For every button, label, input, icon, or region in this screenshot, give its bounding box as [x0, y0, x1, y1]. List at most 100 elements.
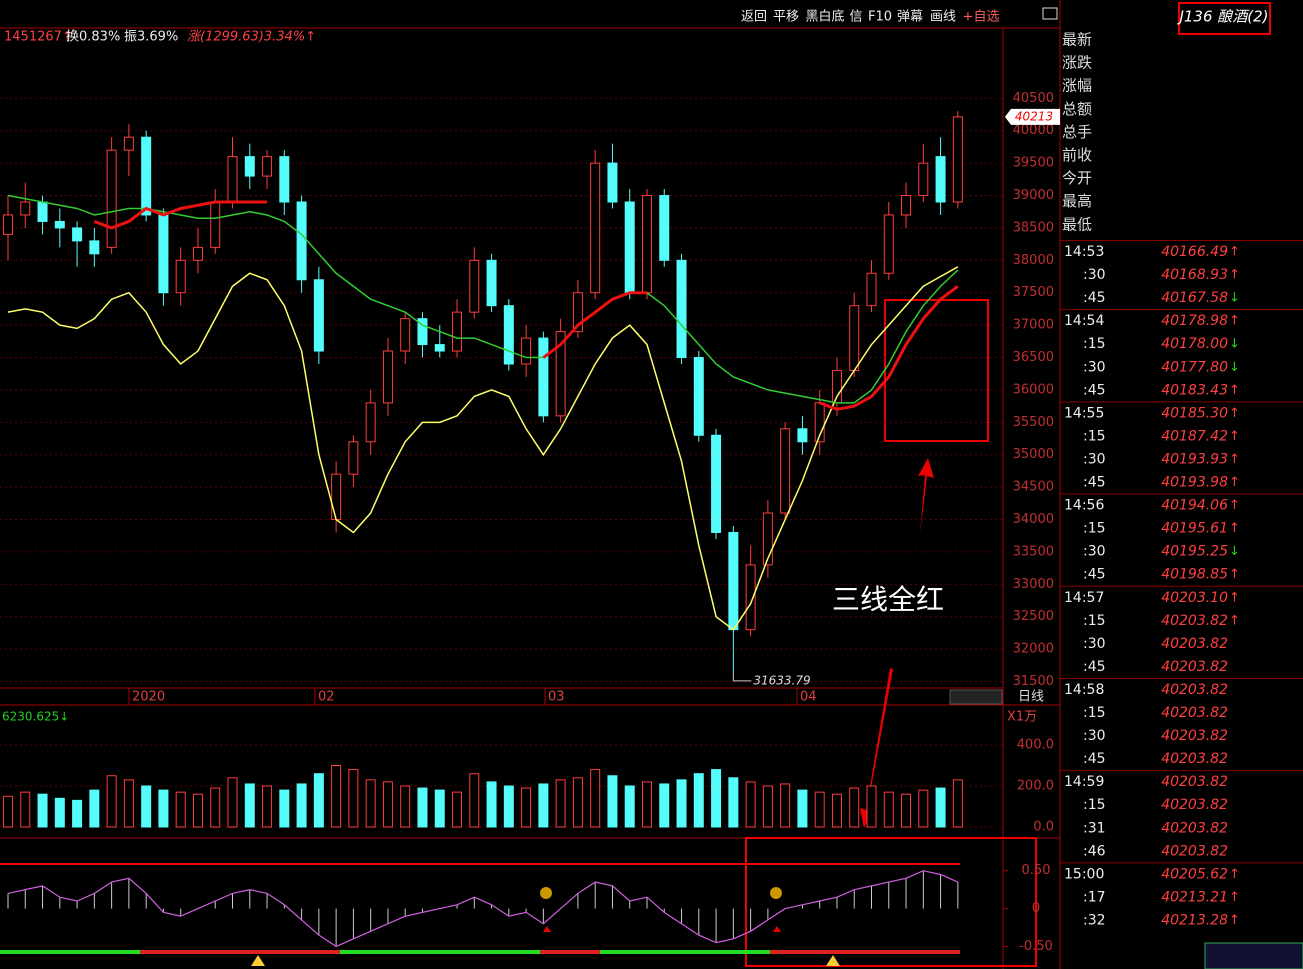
volume-bar	[883, 791, 894, 828]
candle-body	[365, 402, 376, 443]
tick-price: 40193.98	[1161, 475, 1228, 491]
volume-bar	[382, 781, 393, 828]
y-tick-label: 31500	[1013, 674, 1054, 689]
y-tick-label: 36500	[1013, 350, 1054, 365]
tick-price: 40213.28	[1161, 912, 1228, 928]
candle-body	[20, 201, 31, 216]
tick-time: :32	[1083, 912, 1106, 928]
strip-segment	[0, 950, 140, 954]
quote-label: 总手	[1062, 123, 1092, 141]
volume-bar	[952, 779, 963, 828]
ime-toolbar[interactable]	[1204, 942, 1303, 969]
tick-direction: ↑	[1229, 268, 1240, 283]
date-label: 02	[318, 690, 335, 705]
ma-line	[93, 200, 268, 230]
volume-bar	[331, 765, 342, 828]
tick-time: 14:55	[1064, 405, 1104, 421]
quote-label: 总额	[1062, 100, 1092, 118]
toolbar-button[interactable]: 弹幕	[897, 10, 923, 25]
annotation-arrow	[918, 458, 934, 535]
tick-price: 40203.82	[1161, 659, 1228, 675]
toolbar-button[interactable]: +自选	[963, 10, 1000, 25]
price-tag	[1005, 108, 1060, 125]
candle-body	[89, 240, 100, 255]
stock-title: J136 酿酒(2)	[1176, 8, 1268, 26]
candle-body	[866, 272, 877, 307]
candle-body	[72, 227, 83, 242]
toolbar-button[interactable]: 黑白底	[805, 9, 844, 25]
y-tick-label: 37000	[1013, 318, 1054, 333]
candle-body	[158, 214, 169, 294]
price-tag-label: 40213	[1015, 109, 1053, 123]
candle-body	[141, 136, 152, 216]
volume-bar	[521, 787, 532, 828]
candle-body	[417, 318, 428, 346]
candle-body	[244, 156, 255, 177]
volume-bar	[262, 785, 273, 828]
tick-direction: ↑	[1229, 406, 1240, 421]
candle-body	[918, 162, 929, 197]
window-icon[interactable]	[1042, 7, 1058, 20]
volume-bar	[538, 783, 549, 828]
scroll-thumb[interactable]	[949, 689, 1003, 705]
toolbar-button[interactable]: F10	[868, 10, 892, 25]
y-tick-label: 34000	[1013, 512, 1054, 527]
volume-bar	[244, 783, 255, 828]
volume-bar	[935, 787, 946, 828]
tick-direction: ↑	[1229, 590, 1240, 605]
candle-body	[210, 201, 221, 248]
volume-bar	[20, 791, 31, 828]
tick-direction: ↑	[1229, 890, 1240, 905]
period-label[interactable]: 日线	[1018, 690, 1044, 705]
date-label: 04	[800, 690, 817, 705]
tick-time: :45	[1083, 567, 1106, 583]
ma-line	[7, 194, 959, 404]
toolbar-button[interactable]: 画线	[930, 10, 956, 25]
toolbar-button[interactable]: 平移	[773, 10, 799, 25]
y-tick-label: 40000	[1013, 123, 1054, 138]
tick-time: 14:57	[1064, 590, 1104, 606]
info-text: 1451267↑	[4, 30, 73, 45]
volume-bar	[762, 785, 773, 828]
volume-bar	[676, 779, 687, 828]
bottom-strip	[0, 887, 960, 966]
toolbar-button[interactable]: 信	[849, 10, 862, 25]
volume-bar	[72, 799, 83, 828]
volume-bar	[106, 775, 117, 828]
volume-bar	[814, 791, 825, 828]
candle-body	[590, 162, 601, 294]
tick-time: 14:58	[1064, 682, 1104, 698]
candle-body	[192, 246, 203, 261]
date-label: 2020	[132, 690, 165, 705]
tick-price: 40213.21	[1161, 889, 1228, 905]
candle-body	[607, 162, 618, 203]
ma-line	[819, 285, 959, 411]
y-tick-label: 36000	[1013, 382, 1054, 397]
candle-body	[123, 136, 134, 151]
candle-body	[780, 428, 791, 514]
strip-segment	[770, 950, 960, 954]
signal-icon	[540, 887, 552, 899]
volume-bar	[918, 789, 929, 828]
tick-time: :30	[1083, 544, 1106, 560]
tick-price: 40178.00	[1161, 336, 1228, 352]
candle-body	[331, 473, 342, 521]
tick-price: 40194.06	[1161, 498, 1228, 514]
y-tick-label: 32500	[1013, 609, 1054, 624]
toolbar-button[interactable]: 返回	[741, 10, 767, 25]
volume-label: 6230.625↓	[2, 710, 69, 724]
volume-bar	[434, 789, 445, 828]
info-text: 涨(1299.63)3.34%↑	[187, 30, 316, 45]
tick-price: 40203.82	[1161, 613, 1228, 629]
tick-price: 40187.42	[1161, 428, 1228, 444]
tick-price: 40203.82	[1161, 705, 1228, 721]
tick-time: 14:54	[1064, 313, 1104, 329]
volume-bar	[711, 769, 722, 828]
quote-label: 涨跌	[1062, 54, 1092, 72]
tick-direction: ↑	[1229, 521, 1240, 536]
tick-price: 40185.30	[1161, 405, 1228, 421]
volume-unit: X1万	[1007, 710, 1037, 725]
tick-time: :15	[1083, 797, 1106, 813]
candle-body	[555, 331, 566, 417]
